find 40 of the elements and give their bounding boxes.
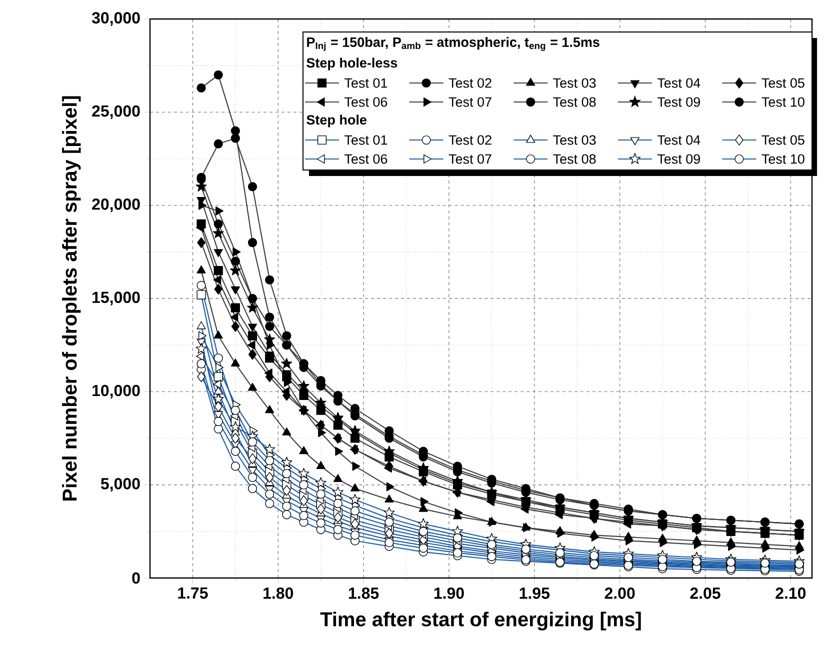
x-tick-label: 1.95 [520, 588, 550, 599]
x-tick-label: 1.80 [264, 588, 294, 599]
y-tick-label: 5,000 [100, 478, 140, 492]
x-tick-label: 1.85 [349, 588, 379, 599]
legend-label: Test 06 [344, 154, 388, 164]
legend-label: Test 02 [448, 78, 492, 88]
legend-label: Test 07 [448, 97, 492, 107]
legend-label: Test 09 [657, 154, 700, 164]
legend-label: Test 10 [762, 97, 804, 107]
y-tick-label: 20,000 [92, 198, 140, 212]
legend-label: Test 06 [344, 97, 388, 107]
legend-label: Test 02 [448, 135, 492, 145]
y-tick-label: 25,000 [92, 105, 140, 119]
legend-label: Test 09 [657, 97, 700, 107]
x-axis-title: Time after start of energizing [ms] [320, 612, 641, 630]
legend-label: Test 03 [553, 78, 596, 88]
legend-label: Test 05 [762, 78, 804, 88]
x-tick-label: 2.05 [690, 588, 720, 599]
x-tick-label: 1.90 [434, 588, 464, 599]
y-tick-label: 0 [132, 572, 140, 584]
annotation: Step hole [306, 114, 366, 128]
legend-label: Test 07 [448, 154, 492, 164]
y-tick-label: 10,000 [92, 384, 140, 399]
annotation: Step hole-less [306, 58, 398, 70]
y-tick-label: 30,000 [92, 12, 140, 26]
legend-label: Test 01 [344, 78, 388, 88]
legend-label: Test 03 [553, 135, 596, 145]
legend-label: Test 10 [762, 154, 804, 164]
x-tick-label: 2.00 [604, 588, 635, 599]
legend-label: Test 01 [344, 135, 388, 145]
legend-label: Test 04 [657, 78, 700, 88]
legend-label: Test 08 [553, 97, 596, 107]
legend-label: Test 05 [762, 135, 804, 145]
legend-title: P$_{Inj}$ = 150bar, P$_{amb}$ = atmospheric, t$_{eng}$ = 1.5ms [307, 37, 600, 51]
x-tick-label: 1.75 [178, 588, 208, 599]
x-tick-label: 2.10 [776, 588, 806, 599]
y-tick-label: 15,000 [92, 292, 140, 306]
y-axis-title: Pixel number of droplets after spray [pixel] [62, 96, 81, 501]
legend-label: Test 04 [657, 135, 700, 145]
legend-label: Test 08 [553, 154, 596, 164]
